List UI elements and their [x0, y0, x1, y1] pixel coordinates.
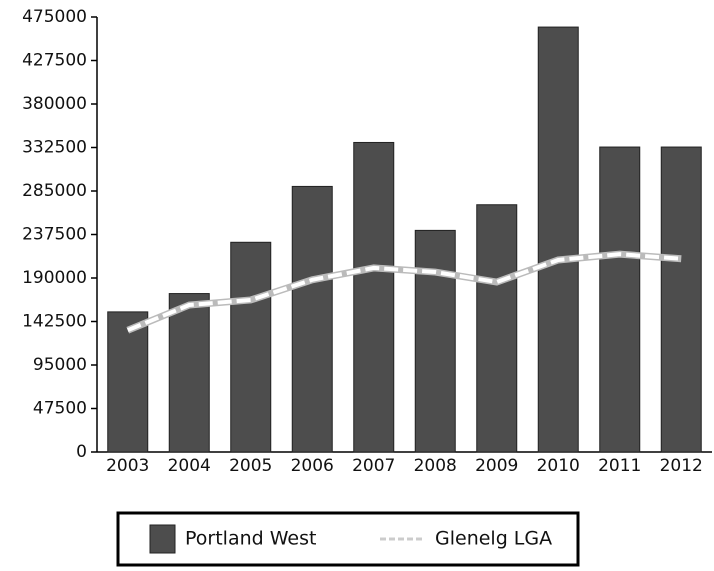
bar [107, 311, 149, 453]
y-tick-label: 142500 [22, 312, 87, 332]
bar [660, 146, 702, 453]
x-tick-label: 2005 [229, 456, 272, 476]
bar [168, 293, 210, 453]
y-tick-label: 332500 [22, 138, 87, 158]
bar [537, 26, 579, 453]
y-tick-label: 0 [76, 442, 87, 462]
line-shadow [126, 250, 682, 334]
x-tick-label: 2006 [291, 456, 334, 476]
bar [414, 229, 456, 453]
y-tick-label: 95000 [33, 355, 87, 375]
y-tick-label: 190000 [22, 268, 87, 288]
y-tick-label: 475000 [22, 7, 87, 27]
y-tick-label: 427500 [22, 51, 87, 71]
bar [230, 241, 272, 453]
bar [353, 141, 395, 453]
legend-swatch [149, 524, 176, 554]
x-tick-label: 2009 [475, 456, 518, 476]
bar [476, 204, 518, 453]
x-tick-label: 2011 [598, 456, 641, 476]
bar [291, 185, 333, 453]
x-tick-label: 2010 [537, 456, 580, 476]
x-tick-label: 2003 [106, 456, 149, 476]
x-tick-label: 2012 [660, 456, 703, 476]
x-tick-label: 2007 [352, 456, 395, 476]
x-tick-label: 2008 [414, 456, 457, 476]
x-tick-label: 2004 [168, 456, 211, 476]
legend-label: Glenelg LGA [435, 528, 552, 550]
y-tick-label: 237500 [22, 225, 87, 245]
y-tick-label: 285000 [22, 181, 87, 201]
legend-label: Portland West [185, 528, 316, 550]
bar [599, 146, 641, 453]
y-tick-label: 47500 [33, 399, 87, 419]
legend-box [116, 511, 580, 567]
y-tick-label: 380000 [22, 94, 87, 114]
line [126, 252, 682, 333]
